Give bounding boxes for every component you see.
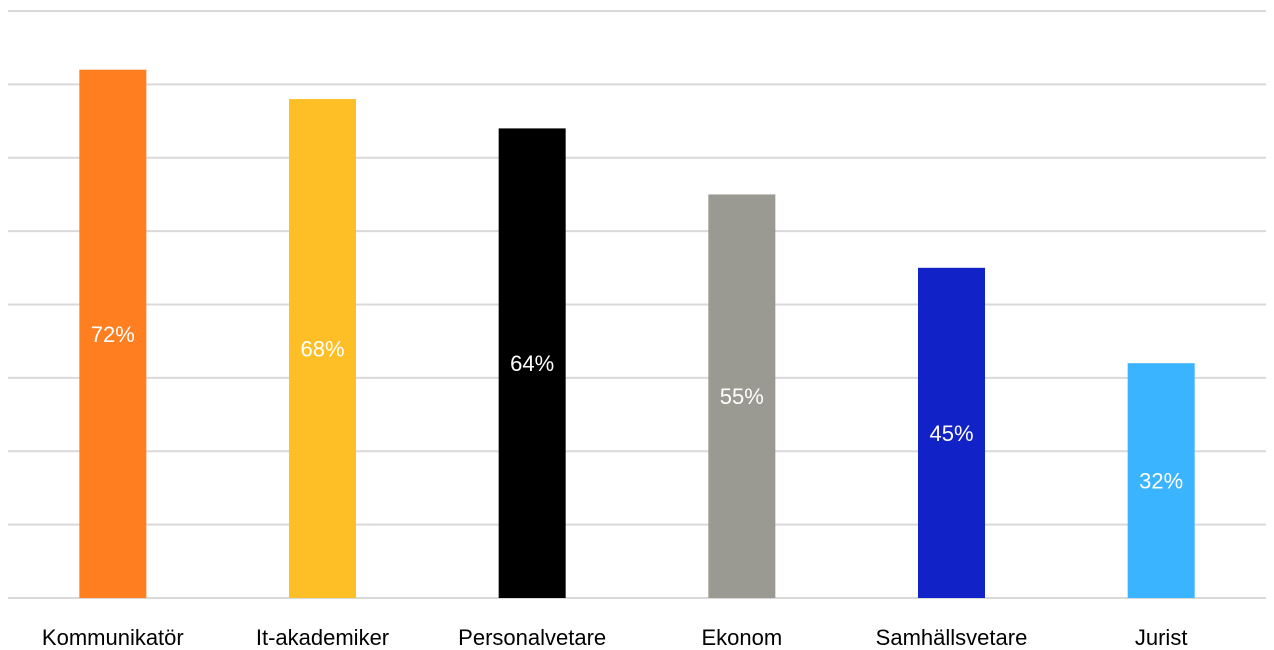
value-labels: 72% 68% 64% 55% 45% 32% [91,322,1183,494]
bar-value-label: 68% [300,337,344,362]
bar-value-label: 32% [1139,469,1183,494]
gridlines [8,10,1266,599]
bar-value-label: 72% [91,322,135,347]
category-label: Personalvetare [458,625,606,650]
category-label: Kommunikatör [42,625,184,650]
bar-5 [1127,363,1195,598]
category-label: Jurist [1135,625,1188,650]
category-label: Samhällsvetare [876,625,1028,650]
bar-value-label: 45% [929,421,973,446]
bar-value-label: 55% [720,384,764,409]
category-label: It-akademiker [256,625,389,650]
bar-value-label: 64% [510,351,554,376]
bar-0 [79,69,147,598]
bar-3 [708,194,776,598]
bars [79,69,1195,599]
category-labels: Kommunikatör It-akademiker Personalvetare E… [42,625,1188,650]
category-label: Ekonom [701,625,782,650]
bar-2 [498,128,566,598]
bar-4 [918,267,985,598]
bar-1 [289,99,356,599]
